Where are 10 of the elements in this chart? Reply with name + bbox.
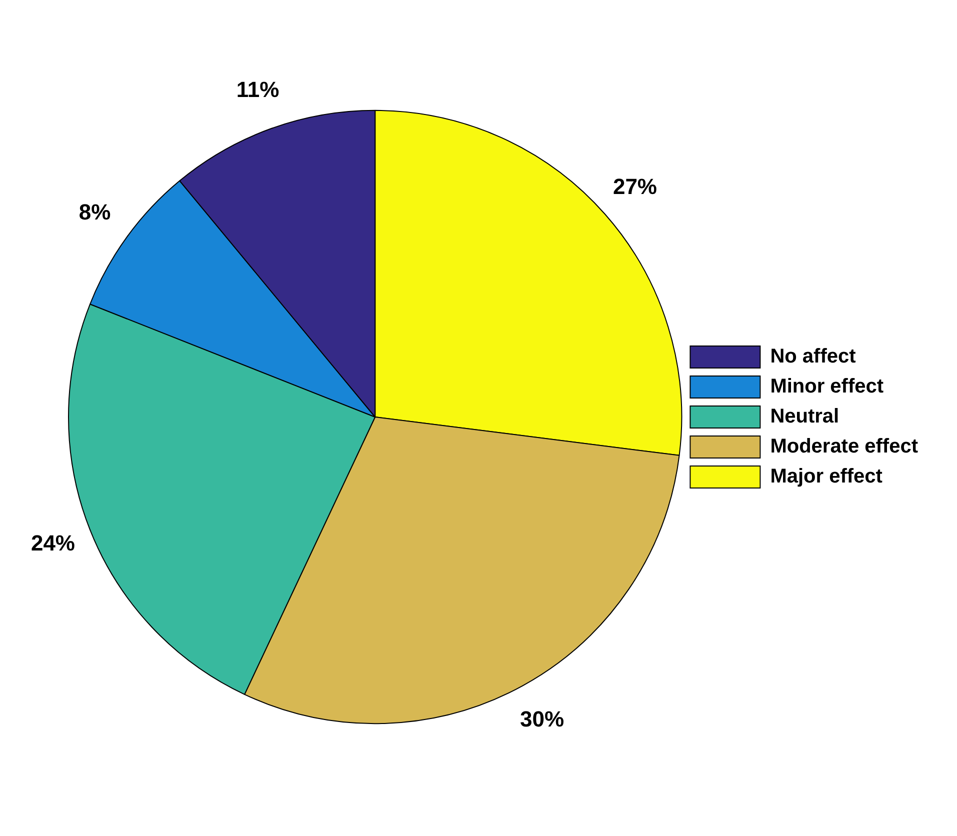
legend-label: Moderate effect — [770, 436, 918, 458]
legend-label: No affect — [770, 346, 856, 368]
data-label: 27% — [612, 174, 657, 199]
data-label: 30% — [520, 706, 564, 732]
data-label: 11% — [236, 77, 280, 102]
legend-label: Major effect — [770, 466, 883, 488]
data-label: 24% — [30, 530, 75, 556]
data-label: 8% — [78, 199, 111, 224]
legend-label: Minor effect — [770, 376, 884, 398]
legend-label: Neutral — [770, 406, 840, 428]
